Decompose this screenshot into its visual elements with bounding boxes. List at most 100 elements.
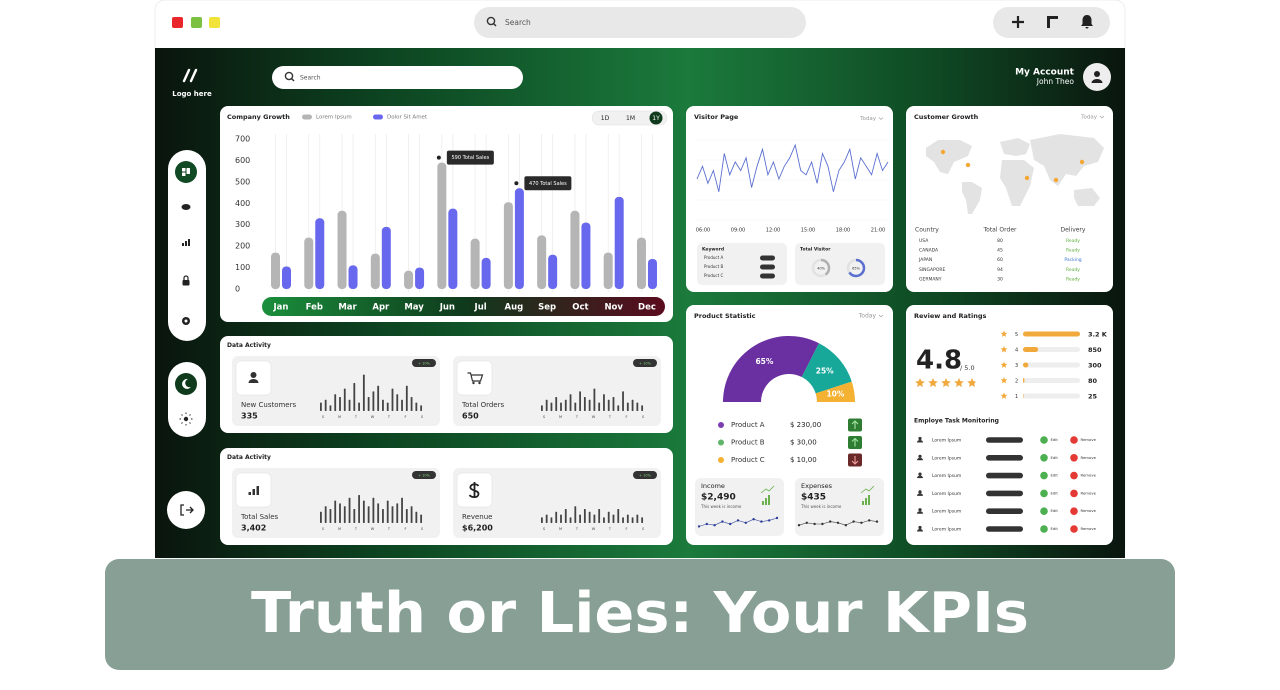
remove-button[interactable] xyxy=(1070,489,1078,498)
mini-bar xyxy=(622,391,624,411)
mini-bar xyxy=(607,511,610,523)
rating-level: 4 xyxy=(1015,348,1018,354)
email-pill xyxy=(986,437,1023,443)
rating-star xyxy=(1000,346,1008,353)
pie-segment xyxy=(815,381,855,402)
day-label: F xyxy=(625,527,627,531)
mini-bar xyxy=(626,514,629,523)
legend-swatch xyxy=(373,114,383,120)
y-tick-label: 100 xyxy=(235,263,250,272)
range-button[interactable]: 1M xyxy=(626,115,635,122)
day-label: T xyxy=(387,527,391,531)
range-button[interactable]: 1Y xyxy=(652,115,660,122)
mini-bar xyxy=(631,399,634,411)
mini-bar xyxy=(372,391,375,411)
mini-bar xyxy=(603,517,605,523)
mini-bar xyxy=(550,517,553,523)
notification-button[interactable] xyxy=(1081,15,1093,29)
remove-button[interactable] xyxy=(1070,471,1078,480)
remove-button[interactable] xyxy=(1070,454,1078,462)
nav-reports[interactable] xyxy=(185,241,187,246)
mini-bar xyxy=(396,394,399,411)
day-label: F xyxy=(404,527,406,531)
column-header: Total Order xyxy=(983,227,1018,234)
bar xyxy=(315,218,325,289)
panel-title: Review and Ratings xyxy=(914,312,986,320)
light-mode-button[interactable] xyxy=(183,416,189,422)
x-tick-label: Oct xyxy=(572,303,588,313)
mini-bar xyxy=(636,514,639,523)
range-toggle xyxy=(591,110,668,126)
edit-button[interactable] xyxy=(1040,454,1048,462)
mini-bar xyxy=(386,402,389,411)
day-label: S xyxy=(642,527,645,531)
mini-bar xyxy=(320,511,322,523)
rating-star xyxy=(1000,377,1008,384)
employee-name: Lorem Ipsum xyxy=(932,438,961,444)
rating-level: 3 xyxy=(1015,363,1018,369)
day-label: W xyxy=(592,415,596,419)
remove-button[interactable] xyxy=(1070,525,1078,533)
rating-track xyxy=(1023,378,1080,383)
amount: $ 10,00 xyxy=(790,456,817,464)
mini-bar xyxy=(593,388,596,411)
window-control[interactable] xyxy=(209,17,220,28)
remove-button[interactable] xyxy=(1070,507,1078,515)
remove-button[interactable] xyxy=(1070,436,1078,444)
nav-security[interactable] xyxy=(182,280,190,286)
nav-reports[interactable] xyxy=(182,243,184,246)
mini-bar xyxy=(555,397,558,411)
tab-button[interactable] xyxy=(1047,16,1058,28)
kpi-value: 650 xyxy=(462,412,479,421)
bar xyxy=(404,270,414,289)
rating-track xyxy=(1023,393,1080,399)
mini-bar xyxy=(391,506,394,523)
mini-bar xyxy=(324,399,327,411)
mini-bar xyxy=(367,506,370,523)
window-control[interactable] xyxy=(191,17,202,28)
nav-messages[interactable] xyxy=(181,204,191,210)
trend-point xyxy=(713,524,716,527)
banner-title: Truth or Lies: Your KPIs xyxy=(251,581,1029,646)
kpi-badge xyxy=(633,359,657,367)
header-search[interactable] xyxy=(272,66,523,89)
day-label: M xyxy=(338,527,341,531)
trend-point xyxy=(760,520,763,523)
filter-dropdown[interactable]: Today xyxy=(859,116,877,122)
bar xyxy=(271,252,280,289)
add-button[interactable] xyxy=(1012,16,1024,28)
window-control[interactable] xyxy=(172,17,183,28)
table-cell: JAPAN xyxy=(918,257,932,263)
mini-bar xyxy=(358,402,360,411)
dark-mode-button[interactable] xyxy=(175,373,197,395)
x-tick-label: Jul xyxy=(474,303,487,313)
edit-button[interactable] xyxy=(1040,489,1048,498)
edit-button[interactable] xyxy=(1040,471,1048,480)
range-button[interactable]: 1D xyxy=(601,115,610,122)
y-tick-label: 500 xyxy=(235,177,250,186)
x-tick-label: Aug xyxy=(505,303,524,313)
edit-button[interactable] xyxy=(1040,525,1048,533)
legend-swatch xyxy=(302,114,312,120)
edit-button[interactable] xyxy=(1040,507,1048,515)
mini-bar xyxy=(391,388,394,411)
filter-dropdown[interactable]: Today xyxy=(858,313,877,320)
trend-point xyxy=(797,524,801,527)
nav-reports[interactable] xyxy=(188,239,190,246)
day-label: T xyxy=(575,527,579,531)
kpi-value: 335 xyxy=(241,412,258,421)
nav-dashboard[interactable] xyxy=(175,161,197,183)
bar xyxy=(636,237,646,289)
box-title: Total Visitor xyxy=(800,247,831,253)
filter-dropdown[interactable]: Today xyxy=(1080,115,1098,121)
edit-button[interactable] xyxy=(1040,436,1048,444)
avatar-icon xyxy=(1091,79,1103,83)
bar xyxy=(647,259,657,289)
mini-bar xyxy=(405,385,408,411)
donut-label: 40% xyxy=(817,267,825,271)
kpi-badge-text: + 10% xyxy=(418,474,430,478)
browser-search[interactable] xyxy=(474,7,806,38)
summary-icon xyxy=(760,485,775,494)
mini-bar xyxy=(377,503,380,523)
